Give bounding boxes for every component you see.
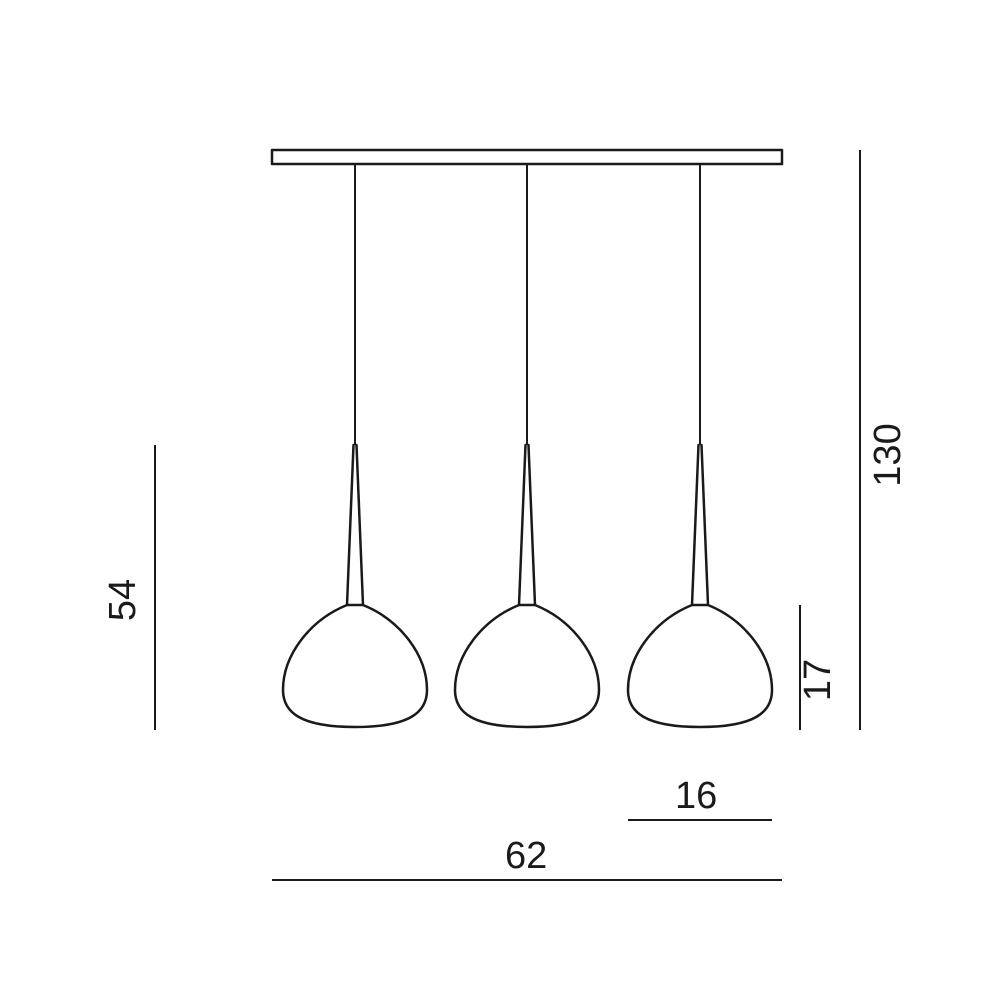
dim-54-label: 54 [102, 579, 144, 621]
pendant-light-diagram: 54 130 17 16 62 [0, 0, 1000, 1000]
dimension-17: 17 [797, 605, 839, 730]
pendant-3 [628, 164, 772, 727]
dimension-130: 130 [860, 150, 909, 730]
dim-17-label: 17 [797, 659, 839, 701]
dim-16-label: 16 [675, 775, 717, 817]
dimension-54: 54 [102, 445, 155, 730]
pendant-1 [283, 164, 427, 727]
canopy-bar [272, 150, 782, 164]
dim-130-label: 130 [867, 423, 909, 486]
dimension-16: 16 [628, 775, 772, 820]
dimension-62: 62 [272, 835, 782, 880]
dim-62-label: 62 [505, 835, 547, 877]
pendant-2 [455, 164, 599, 727]
